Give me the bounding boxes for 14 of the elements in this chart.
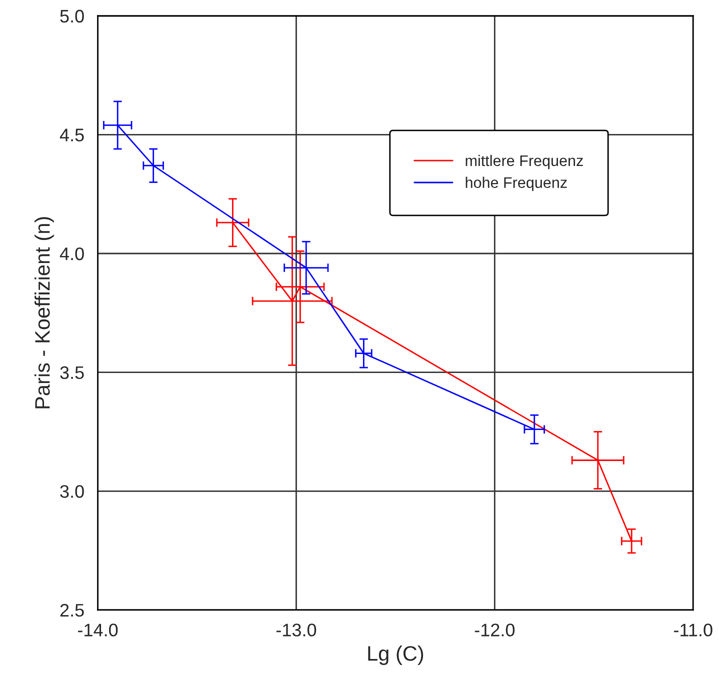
- legend-label: hohe Frequenz: [466, 176, 567, 192]
- x-axis-title: Lg (C): [368, 646, 424, 665]
- y-tick-label: 2.5: [60, 604, 84, 617]
- x-tick-label: -11.0: [674, 624, 712, 636]
- y-axis-title: Paris - Koeffizient (n): [34, 217, 54, 408]
- y-tick-label: 4.0: [60, 247, 84, 260]
- y-tick-label: 5.0: [60, 10, 84, 23]
- x-tick-label: -13.0: [276, 624, 316, 636]
- y-tick-label: 4.5: [60, 128, 84, 142]
- x-tick-label: -12.0: [474, 624, 515, 636]
- legend-label: mittlere Frequenz: [466, 154, 583, 170]
- x-tick-label: -14.0: [78, 624, 118, 636]
- y-tick-label: 3.0: [60, 485, 84, 498]
- y-tick-label: 3.5: [60, 366, 84, 380]
